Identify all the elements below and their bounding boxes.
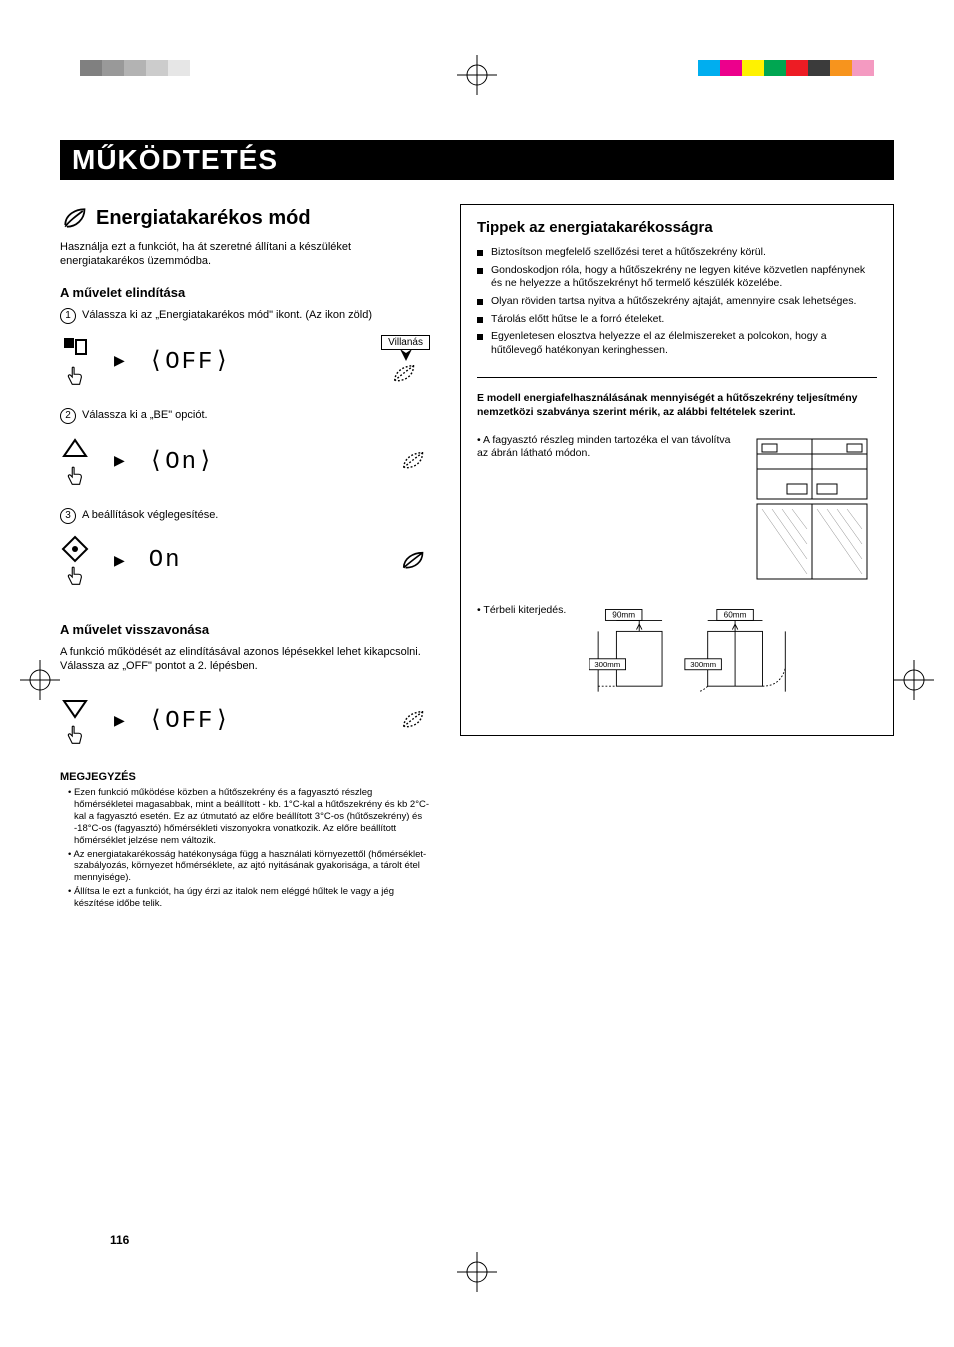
mode-select-icon (60, 334, 90, 364)
arrow-icon: ▶ (114, 552, 125, 569)
tips-list: Biztosítson megfelelő szellőzési teret a… (477, 246, 877, 357)
note-item: Ezen funkció működése közben a hűtőszekr… (68, 787, 430, 846)
feature-intro: Használja ezt a funkciót, ha át szeretné… (60, 240, 430, 269)
segment-display: ⟨OFF⟩ (149, 705, 231, 735)
arrow-icon: ▶ (114, 712, 125, 729)
confirm-icon (60, 534, 90, 564)
step-row: 2 Válassza ki a „BE" opciót. (60, 408, 430, 424)
note-item: Az energiatakarékosság hatékonysága függ… (68, 849, 430, 885)
segment-display: On (149, 547, 182, 574)
feature-title-text: Energiatakarékos mód (96, 207, 311, 230)
cancel-text: A funkció működését az elindításával azo… (60, 645, 430, 674)
tip-item: Egyenletesen elosztva helyezze el az éle… (477, 330, 877, 357)
dim-bottom-left: 300mm (594, 660, 620, 669)
clearance-diagram-icon: 90mm 60mm 300mm 300mm (589, 604, 799, 695)
step-row: 3 A beállítások véglegesítése. (60, 508, 430, 524)
step-number: 2 (60, 408, 76, 424)
step-number: 3 (60, 508, 76, 524)
eco-leaf-blink-icon (391, 362, 421, 386)
step-row: 1 Válassza ki az „Energiatakarékos mód" … (60, 308, 430, 324)
step-text: Válassza ki az „Energiatakarékos mód" ik… (82, 308, 372, 322)
arrow-icon: ▶ (114, 452, 125, 469)
touch-hand-icon (64, 366, 86, 388)
section-heading: MŰKÖDTETÉS (60, 140, 894, 180)
step-text: A beállítások véglegesítése. (82, 508, 218, 522)
up-arrow-icon (60, 434, 90, 464)
measurement-intro: E modell energiafelhasználásának mennyis… (477, 392, 877, 419)
left-column: Energiatakarékos mód Használja ezt a fun… (60, 204, 430, 912)
start-heading: A művelet elindítása (60, 285, 430, 300)
tip-item: Olyan röviden tartsa nyitva a hűtőszekré… (477, 295, 877, 309)
eco-leaf-icon (400, 549, 430, 573)
condition-text: Térbeli kiterjedés. (477, 604, 577, 618)
eco-leaf-icon (60, 204, 88, 232)
divider (477, 377, 877, 378)
dim-top-right: 60mm (724, 610, 747, 619)
condition-row-2: Térbeli kiterjedés. (477, 604, 877, 695)
display-panel-cancel: ▶ ⟨OFF⟩ (60, 689, 430, 751)
touch-hand-icon (64, 566, 86, 588)
notes-list: Ezen funkció működése közben a hűtőszekr… (60, 787, 430, 910)
tip-item: Tárolás előtt hűtse le a forró ételeket. (477, 313, 877, 327)
segment-display: ⟨On⟩ (149, 446, 215, 476)
display-panel-2: ▶ ⟨On⟩ (60, 430, 430, 492)
notes-heading: MEGJEGYZÉS (60, 771, 430, 783)
arrow-icon: ▶ (114, 352, 125, 369)
note-item: Állítsa le ezt a funkciót, ha úgy érzi a… (68, 886, 430, 910)
tips-box: Tippek az energiatakarékosságra Biztosít… (460, 204, 894, 736)
tip-item: Gondoskodjon róla, hogy a hűtőszekrény n… (477, 264, 877, 291)
right-column: Tippek az energiatakarékosságra Biztosít… (460, 204, 894, 912)
segment-display: ⟨OFF⟩ (149, 346, 231, 376)
tip-item: Biztosítson megfelelő szellőzési teret a… (477, 246, 877, 260)
dim-top-left: 90mm (612, 610, 635, 619)
page-number: 116 (110, 1233, 129, 1247)
feature-title: Energiatakarékos mód (60, 204, 430, 232)
display-panel-3: ▶ On (60, 530, 430, 592)
blink-label: Villanás (381, 335, 430, 350)
eco-leaf-blink-icon (400, 708, 430, 732)
fridge-diagram-icon (747, 434, 877, 584)
cancel-heading: A művelet visszavonása (60, 622, 430, 637)
touch-hand-icon (64, 725, 86, 747)
display-panel-1: ▶ ⟨OFF⟩ Villanás (60, 330, 430, 392)
condition-row-1: A fagyasztó részleg minden tartozéka el … (477, 434, 877, 584)
step-text: Válassza ki a „BE" opciót. (82, 408, 208, 422)
eco-leaf-blink-icon (400, 449, 430, 473)
down-arrow-icon (60, 693, 90, 723)
dim-bottom-right: 300mm (690, 660, 716, 669)
tips-title: Tippek az energiatakarékosságra (477, 219, 877, 236)
condition-text: A fagyasztó részleg minden tartozéka el … (477, 434, 735, 461)
touch-hand-icon (64, 466, 86, 488)
step-number: 1 (60, 308, 76, 324)
